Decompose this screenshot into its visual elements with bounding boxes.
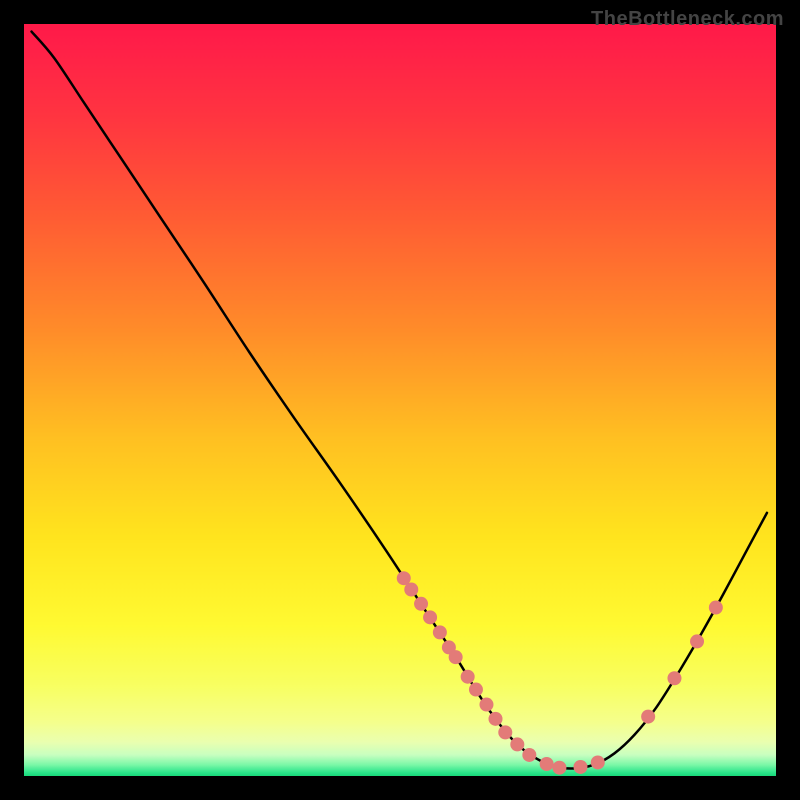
data-point [667,671,681,685]
data-point [552,761,566,775]
data-point [709,601,723,615]
data-point [498,725,512,739]
data-point [461,670,475,684]
data-point [591,755,605,769]
data-point [404,583,418,597]
data-point [469,683,483,697]
plot-area [24,24,776,776]
data-point [449,650,463,664]
data-point [510,737,524,751]
data-point [479,698,493,712]
data-point [414,597,428,611]
curve-overlay [24,24,776,776]
data-point [573,760,587,774]
data-point [423,610,437,624]
data-point [489,712,503,726]
data-point [690,634,704,648]
data-point [540,757,554,771]
data-point [433,625,447,639]
data-point [522,748,536,762]
bottleneck-curve [32,32,767,769]
data-point [641,710,655,724]
attribution-text: TheBottleneck.com [591,8,784,31]
